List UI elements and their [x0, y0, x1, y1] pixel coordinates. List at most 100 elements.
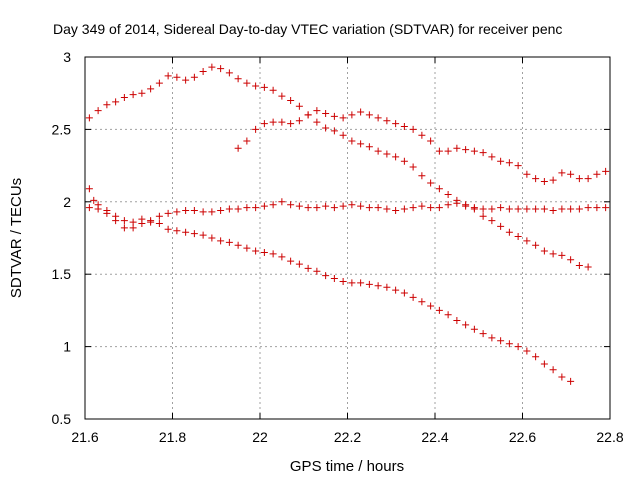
data-point — [190, 230, 198, 238]
data-point — [593, 204, 601, 212]
data-point — [602, 204, 610, 212]
data-point — [593, 170, 601, 178]
data-point — [479, 330, 487, 338]
data-point — [514, 233, 522, 241]
data-point — [470, 204, 478, 212]
data-point — [444, 201, 452, 209]
data-point — [155, 212, 163, 220]
data-point — [383, 150, 391, 158]
plot-frame — [84, 56, 611, 420]
data-point — [470, 147, 478, 155]
data-point — [287, 120, 295, 128]
data-point — [374, 204, 382, 212]
data-point — [278, 118, 286, 126]
data-point — [549, 366, 557, 374]
chart-title: Day 349 of 2014, Sidereal Day-to-day VTE… — [53, 21, 562, 37]
data-point — [173, 208, 181, 216]
data-point — [269, 86, 277, 94]
data-point — [567, 170, 575, 178]
data-point — [225, 238, 233, 246]
data-point — [453, 317, 461, 325]
data-point — [155, 79, 163, 87]
y-tick-label: 2 — [63, 194, 71, 210]
data-point — [400, 157, 408, 165]
data-point — [339, 202, 347, 210]
data-point — [348, 111, 356, 119]
data-point — [497, 157, 505, 165]
data-point — [374, 114, 382, 122]
data-point — [85, 204, 93, 212]
data-point — [444, 311, 452, 319]
data-point — [225, 205, 233, 213]
data-point — [252, 125, 260, 133]
data-point — [479, 205, 487, 213]
data-point — [208, 208, 216, 216]
data-point — [85, 185, 93, 193]
data-point — [348, 137, 356, 145]
data-point — [488, 153, 496, 161]
data-point — [260, 120, 268, 128]
data-point — [505, 228, 513, 236]
data-point — [252, 82, 260, 90]
data-point — [418, 172, 426, 180]
data-point — [103, 209, 111, 217]
data-point — [558, 205, 566, 213]
data-point — [575, 175, 583, 183]
data-point — [217, 237, 225, 245]
x-tick-label: 22 — [252, 429, 268, 445]
data-point — [103, 101, 111, 109]
data-point — [112, 217, 120, 225]
data-point — [330, 204, 338, 212]
data-point — [462, 321, 470, 329]
data-point — [383, 283, 391, 291]
data-point — [488, 217, 496, 225]
data-point — [94, 205, 102, 213]
series-track-b — [234, 107, 610, 186]
data-point — [155, 220, 163, 228]
data-point — [602, 167, 610, 175]
data-point — [199, 231, 207, 239]
data-point — [392, 206, 400, 214]
data-point — [120, 217, 128, 225]
data-point — [435, 306, 443, 314]
data-point — [90, 196, 98, 204]
data-point — [505, 159, 513, 167]
y-axis-label: SDTVAR / TECUs — [8, 178, 25, 298]
y-tick-labels: 0.5 1 1.5 2 2.5 3 — [52, 49, 72, 427]
data-point — [488, 334, 496, 342]
data-point — [575, 205, 583, 213]
data-point — [287, 257, 295, 265]
data-point — [470, 325, 478, 333]
data-point — [392, 153, 400, 161]
data-point — [330, 127, 338, 135]
data-point — [540, 178, 548, 186]
x-tick-label: 22.6 — [509, 429, 536, 445]
data-point — [269, 118, 277, 126]
x-tick-label: 22.4 — [421, 429, 448, 445]
x-tick-label: 21.6 — [71, 429, 98, 445]
data-point — [357, 108, 365, 116]
data-point — [427, 204, 435, 212]
data-point — [514, 343, 522, 351]
data-point — [243, 244, 251, 252]
data-point — [269, 201, 277, 209]
data-point — [322, 109, 330, 117]
data-point — [278, 92, 286, 100]
data-point — [260, 248, 268, 256]
data-point — [147, 218, 155, 226]
data-point — [523, 237, 531, 245]
data-point — [567, 377, 575, 385]
data-point — [400, 289, 408, 297]
data-point — [444, 191, 452, 199]
data-point — [497, 337, 505, 345]
data-point — [479, 212, 487, 220]
data-point — [409, 125, 417, 133]
series-track-c — [85, 198, 610, 226]
data-point — [383, 205, 391, 213]
x-tick-label: 22.2 — [334, 429, 361, 445]
data-point — [173, 227, 181, 235]
data-point — [339, 131, 347, 139]
data-point — [567, 256, 575, 264]
